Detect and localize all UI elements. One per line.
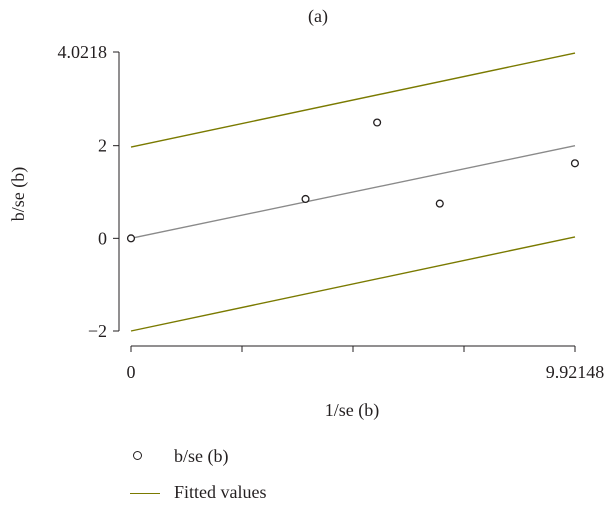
- data-point: [301, 194, 310, 204]
- y-tick-label: 4.0218: [58, 42, 108, 62]
- y-tick-label: 2: [98, 136, 107, 156]
- regression-line: [130, 144, 576, 240]
- data-point: [373, 118, 382, 127]
- fitted-values-line: [130, 52, 576, 148]
- data-point: [126, 234, 136, 243]
- axes: [118, 52, 575, 347]
- y-axis-label: b/se (b): [8, 167, 29, 221]
- fitted-lines: [130, 52, 576, 332]
- fitted-values-line: [130, 236, 576, 332]
- legend-label: Fitted values: [174, 482, 267, 502]
- data-point: [570, 159, 579, 168]
- x-axis-label: 1/se (b): [325, 400, 379, 421]
- ticks: 0 9.92148 −2 0 2 4.0218: [58, 42, 605, 382]
- data-points: [126, 118, 579, 243]
- legend-label: b/se (b): [174, 446, 229, 466]
- line-marker-icon: [130, 493, 160, 494]
- x-tick-label: 0: [127, 362, 136, 382]
- chart-title: (a): [308, 6, 328, 27]
- scatter-plot: (a) 0 9.92148 −2 0 2 4.0218 1/se (b) b/se (b): [8, 6, 605, 421]
- y-tick-label: −2: [88, 321, 107, 341]
- data-point: [435, 199, 444, 208]
- y-tick-label: 0: [98, 228, 107, 248]
- x-tick-label: 9.92148: [546, 362, 605, 382]
- circle-marker-icon: [133, 451, 142, 460]
